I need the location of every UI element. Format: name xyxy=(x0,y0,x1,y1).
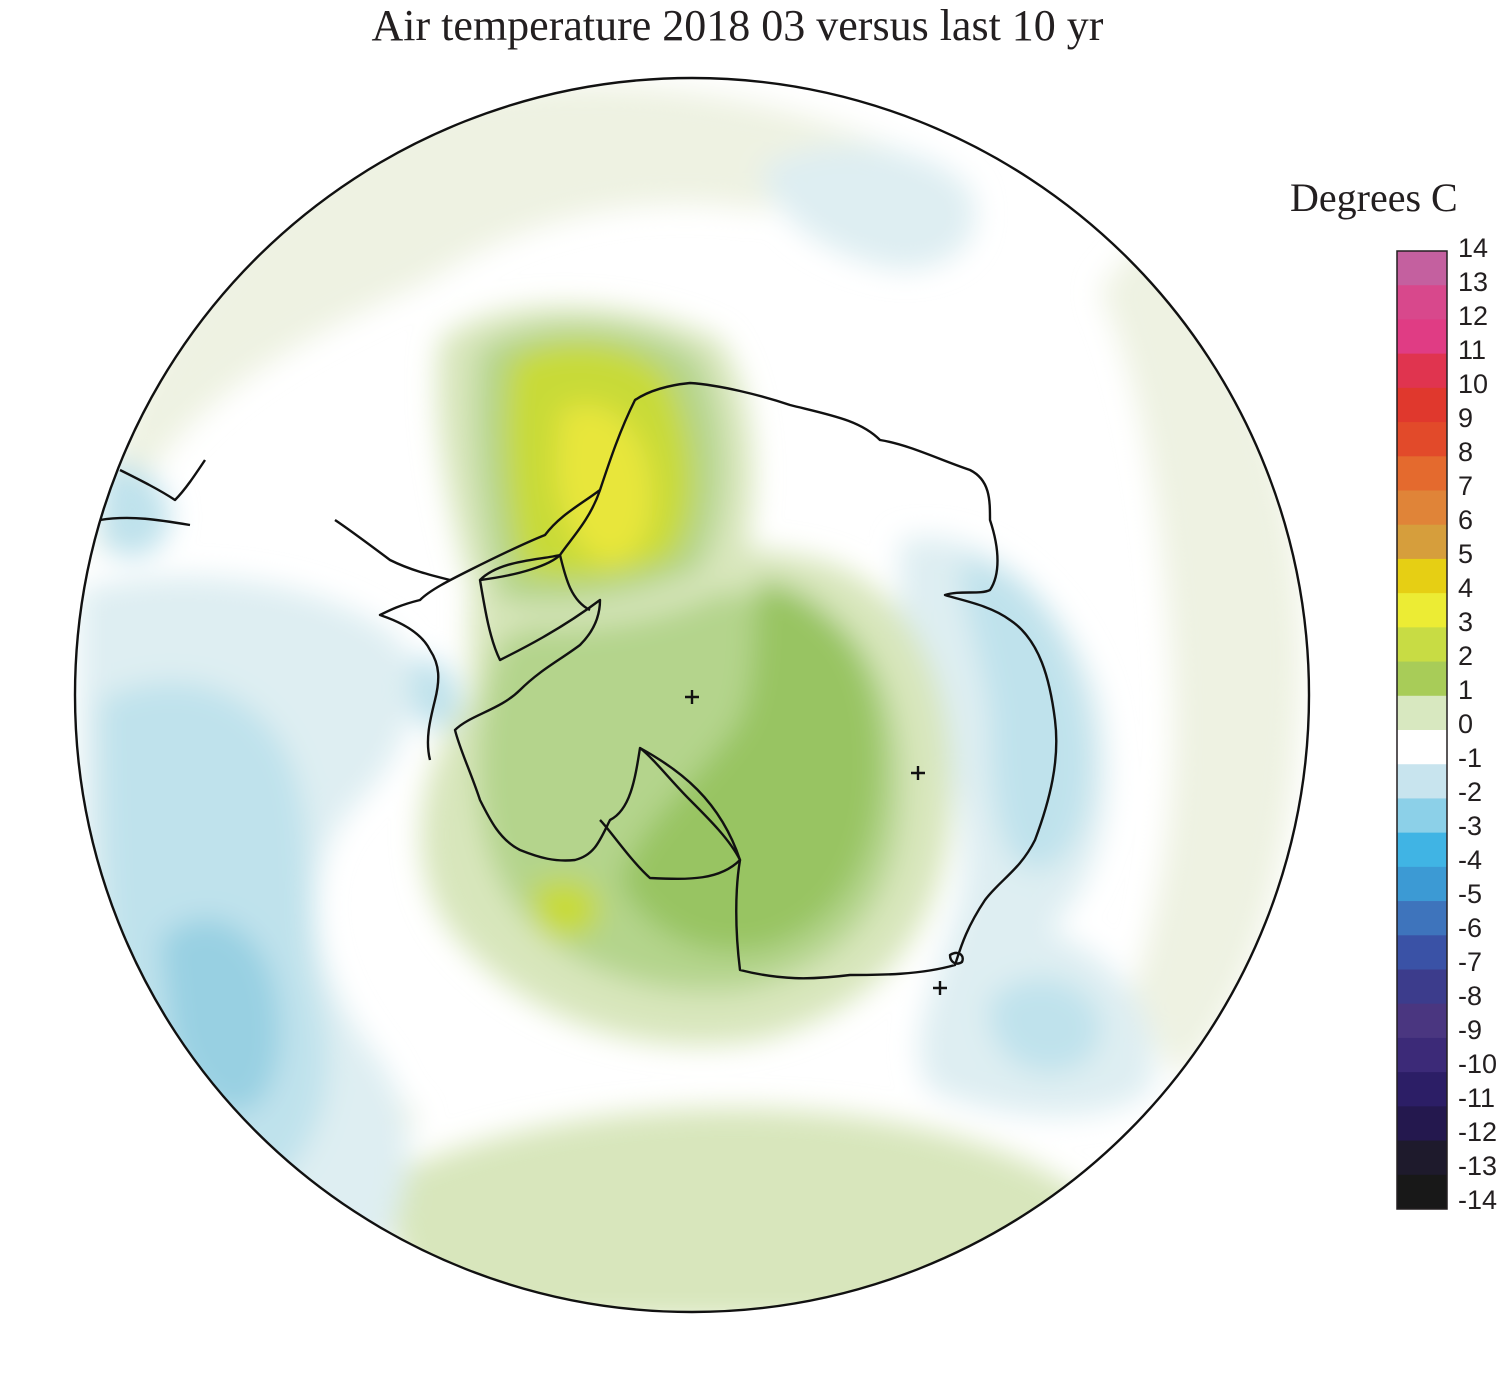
colorbar-segment xyxy=(1397,490,1447,526)
colorbar-segment xyxy=(1397,353,1447,389)
colorbar-segment xyxy=(1397,798,1447,834)
colorbar-tick-label: 3 xyxy=(1458,607,1474,637)
colorbar-segment xyxy=(1397,1174,1447,1210)
cool-patch-southeast xyxy=(989,978,1101,1073)
colorbar-segment xyxy=(1397,524,1447,560)
colorbar-tick-label: 4 xyxy=(1458,573,1474,603)
colorbar-segment xyxy=(1397,1003,1447,1039)
colorbar-segment xyxy=(1397,285,1447,320)
colorbar-tick-label: -10 xyxy=(1458,1049,1498,1079)
colorbar-tick-label: 1 xyxy=(1458,675,1474,705)
colorbar-tick-label: -7 xyxy=(1458,947,1483,977)
colorbar-segment xyxy=(1397,319,1447,355)
colorbar-tick-label: -1 xyxy=(1458,743,1483,773)
colorbar-tick-label: -4 xyxy=(1458,845,1483,875)
colorbar-segment xyxy=(1397,901,1447,936)
colorbar xyxy=(1396,250,1448,1210)
colorbar-tick-label: 6 xyxy=(1458,505,1474,535)
colorbar-segment xyxy=(1397,593,1447,628)
antarctica-coastline xyxy=(453,381,1058,980)
colorbar-tick-label: 9 xyxy=(1458,403,1474,433)
warm-antarctica-core xyxy=(620,580,880,952)
colorbar-tick-label: 11 xyxy=(1458,335,1487,365)
chart-title: Air temperature 2018 03 versus last 10 y… xyxy=(371,1,1104,50)
colorbar-segment xyxy=(1397,1106,1447,1142)
colorbar-segment xyxy=(1397,730,1447,765)
colorbar-segment xyxy=(1397,661,1447,697)
station-marker xyxy=(933,981,947,995)
map-boundary-circle xyxy=(73,76,1311,1314)
station-marker xyxy=(911,766,925,780)
colorbar-segment xyxy=(1397,387,1447,423)
colorbar-tick-label: -13 xyxy=(1458,1151,1498,1181)
ice-island-coastline xyxy=(948,951,964,965)
colorbar-segment xyxy=(1397,627,1447,663)
colorbar-tick-label: -8 xyxy=(1458,981,1483,1011)
colorbar-segment xyxy=(1397,695,1447,731)
colorbar-segment xyxy=(1397,969,1447,1005)
colorbar-segment xyxy=(1397,866,1447,902)
polar-temperature-map xyxy=(73,76,1311,1314)
cool-patch-drake xyxy=(260,591,320,657)
colorbar-tick-label: -5 xyxy=(1458,879,1483,909)
colorbar-tick-label: -9 xyxy=(1458,1015,1483,1045)
colorbar-segment xyxy=(1397,1072,1447,1107)
colorbar-tick-label: 8 xyxy=(1458,437,1474,467)
warm-weddell-peak xyxy=(555,403,653,565)
filchner-ronne-edge xyxy=(479,553,591,612)
colorbar-tick-label: -3 xyxy=(1458,811,1483,841)
colorbar-segment xyxy=(1397,251,1447,286)
peninsula-coastline xyxy=(378,489,601,761)
colorbar-tick-label: -11 xyxy=(1458,1083,1496,1113)
colorbar-tick-label: 0 xyxy=(1458,709,1474,739)
colorbar-tick-label: 12 xyxy=(1458,301,1489,331)
colorbar-tick-label: -6 xyxy=(1458,913,1483,943)
colorbar-segment xyxy=(1397,1037,1447,1073)
colorbar-tick-label: 10 xyxy=(1458,369,1489,399)
colorbar-tick-label: 14 xyxy=(1458,233,1489,263)
colorbar-tick-label: -2 xyxy=(1458,777,1483,807)
warm-band-east xyxy=(1100,230,1302,1080)
colorbar-segment xyxy=(1397,1140,1447,1176)
ross-ice-shelf-edge xyxy=(599,746,742,881)
colorbar-segment xyxy=(1397,764,1447,799)
colorbar-segment xyxy=(1397,422,1447,457)
colorbar-tick-label: 13 xyxy=(1458,267,1489,297)
cool-coast-east xyxy=(960,560,1091,870)
colorbar-tick-label: 7 xyxy=(1458,471,1474,501)
colorbar-segment xyxy=(1397,456,1447,491)
colorbar-tick-label: 2 xyxy=(1458,641,1474,671)
colorbar-segment xyxy=(1397,558,1447,594)
colorbar-tick-label: 5 xyxy=(1458,539,1474,569)
colorbar-tick-label: -14 xyxy=(1458,1185,1498,1215)
legend-title: Degrees C xyxy=(1290,175,1458,220)
south-america-coastline xyxy=(99,459,206,527)
colorbar-segment xyxy=(1397,832,1447,868)
south-pole-marker xyxy=(685,690,699,704)
peninsula-tip xyxy=(334,519,451,582)
warm-rosssea-peak xyxy=(530,879,600,938)
colorbar-segment xyxy=(1397,935,1447,970)
colorbar-tick-label: -12 xyxy=(1458,1117,1498,1147)
cool-patch-north xyxy=(760,145,976,270)
